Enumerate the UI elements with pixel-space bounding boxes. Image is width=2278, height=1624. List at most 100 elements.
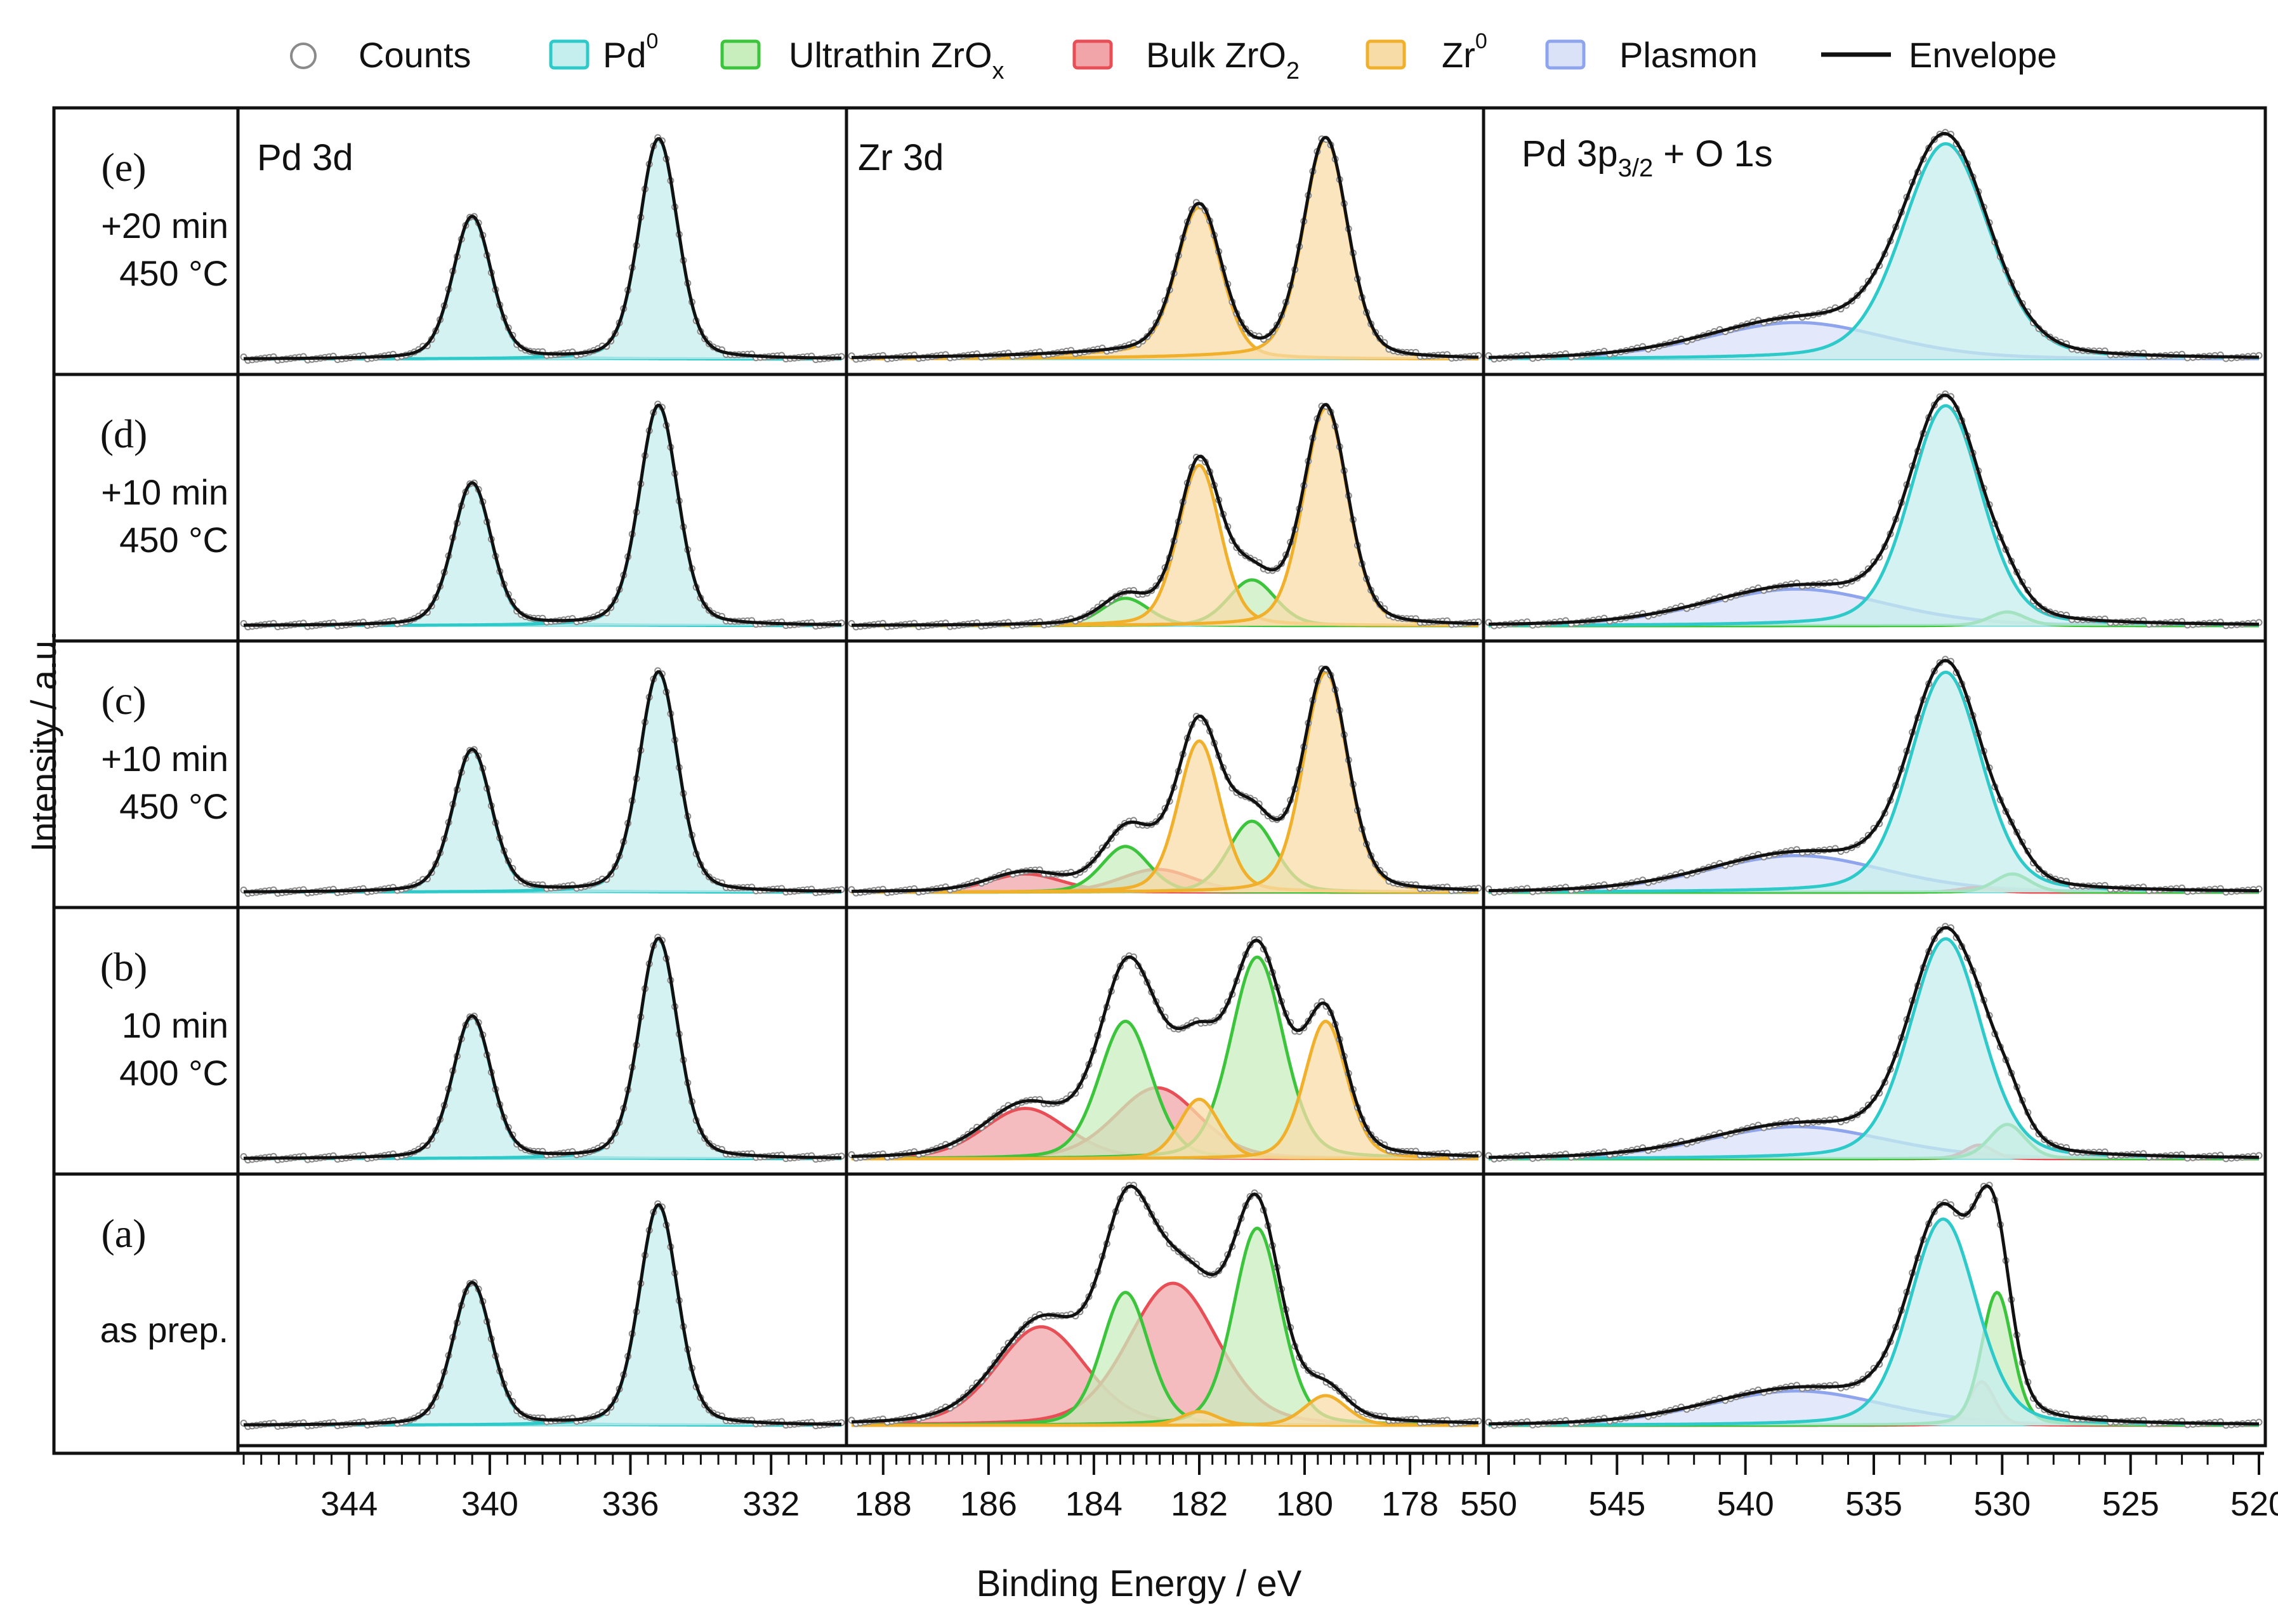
component-fill-pd0	[244, 217, 841, 359]
panel-zr3d-d	[848, 402, 1482, 631]
row-temperature-c: 450 °C	[119, 786, 228, 826]
panel-pd3d-d	[240, 400, 845, 631]
panel-zr3d-a	[848, 1182, 1482, 1427]
component-fill-ultrathin	[852, 1292, 1478, 1425]
component-fill-zr0	[852, 139, 1478, 359]
tick-label: 344	[320, 1485, 378, 1523]
component-line-pd0	[244, 404, 841, 628]
tick-label: 332	[742, 1485, 800, 1523]
panel-pd3d-b	[240, 934, 845, 1164]
legend-ultrathin-swatch	[720, 39, 761, 70]
legend-bulk-label: Bulk ZrO2	[1146, 35, 1300, 84]
legend: Counts Pd0 Ultrathin ZrOx Bulk ZrO2 Zr0 …	[290, 29, 2057, 84]
component-line-zr0	[852, 1019, 1479, 1161]
component-fill-zr0	[852, 672, 1478, 892]
plot-frame	[236, 106, 2267, 1448]
tick-label: 336	[602, 1485, 659, 1523]
component-fill-bulk	[852, 874, 1478, 892]
component-fill-pd0	[1489, 672, 2259, 892]
envelope-line	[1489, 1184, 2259, 1426]
panel-o1s-d	[1485, 390, 2263, 630]
envelope-line	[852, 939, 1478, 1158]
component-fill-pd0	[1489, 939, 2259, 1159]
tick-label: 525	[2102, 1485, 2159, 1523]
component-fill-pd0	[244, 1017, 841, 1159]
legend-pd0-swatch	[549, 39, 589, 70]
component-fill-pd0	[244, 1283, 841, 1425]
legend-counts-label: Counts	[359, 35, 471, 75]
panel-o1s-c	[1485, 656, 2263, 896]
tick-label: 535	[1845, 1485, 1902, 1523]
panel-pd3d-a	[240, 1200, 845, 1430]
tick-label: 186	[960, 1485, 1017, 1523]
tick-label: 184	[1065, 1485, 1123, 1523]
component-line-pd0	[244, 1204, 841, 1427]
component-fill-pd0	[244, 750, 841, 892]
x-axis-o1s: 550 545 540 535 530 525 520	[1460, 1451, 2278, 1523]
tick-label: 340	[461, 1485, 518, 1523]
x-axis-pd3d: 344 340 336 332	[239, 1451, 846, 1523]
region-title-o1s: Pd 3p3/2 + O 1s	[1522, 133, 1773, 182]
row-labels: (e) +20 min 450 °C (d) +10 min 450 °C (c) +10 m…	[100, 145, 228, 1350]
x-axis-zr3d: 188 186 184 182 180 178	[846, 1451, 1484, 1523]
component-fill-pd0	[244, 1205, 841, 1425]
x-axes: 344 340 336 332 188 186 184 182 180 178 550 545 540 5…	[239, 1451, 2278, 1523]
region-title-zr3d: Zr 3d	[858, 137, 944, 178]
tick-label: 180	[1276, 1485, 1333, 1523]
envelope-line	[852, 403, 1478, 627]
legend-ultrathin-label: Ultrathin ZrOx	[789, 35, 1004, 84]
component-fill-bulk	[852, 1283, 1478, 1425]
panel-zr3d-c	[848, 665, 1482, 897]
tick-label: 182	[1171, 1485, 1228, 1523]
row-letter-a: (a)	[101, 1211, 146, 1256]
envelope-line	[243, 937, 841, 1160]
legend-plasmon-swatch	[1545, 39, 1586, 70]
component-fill-zr0	[852, 208, 1478, 359]
component-fill-zr0	[852, 1099, 1478, 1159]
row-separators	[54, 373, 2265, 1176]
component-line-pd0	[244, 937, 841, 1161]
component-line-pd0	[244, 482, 841, 628]
row-condition-b: 10 min	[122, 1005, 228, 1045]
component-line-pd0	[244, 748, 841, 894]
panel-pd3d-e	[240, 134, 845, 364]
panel-zr3d-e	[848, 135, 1482, 363]
tick-label: 188	[855, 1485, 912, 1523]
component-line-pd0	[244, 1015, 841, 1161]
panel-o1s-e	[1485, 129, 2263, 363]
envelope-line	[243, 404, 841, 627]
envelope-line	[1489, 926, 2259, 1159]
component-line-pd0	[1489, 1217, 2259, 1427]
envelope-line	[243, 670, 841, 894]
spectra-panels	[240, 129, 2263, 1430]
envelope-line	[1489, 659, 2259, 893]
tick-label: 520	[2230, 1485, 2278, 1523]
component-line-zr0	[852, 1394, 1478, 1427]
component-fill-zr0	[852, 741, 1478, 892]
panel-o1s-b	[1485, 923, 2263, 1163]
row-condition-d: +10 min	[101, 472, 228, 512]
envelope-line	[851, 1184, 1479, 1425]
tick-label: 530	[1973, 1485, 2031, 1523]
envelope-line	[1489, 131, 2259, 359]
panel-o1s-a	[1485, 1182, 2263, 1429]
component-line-pd0	[244, 1281, 841, 1427]
envelope-line	[243, 137, 841, 360]
component-fill-pd0	[244, 484, 841, 626]
row-letter-d: (d)	[100, 411, 148, 456]
y-axis-label: Intensity / a.u.	[23, 631, 63, 852]
legend-envelope-label: Envelope	[1909, 35, 2057, 75]
legend-bulk-swatch	[1072, 39, 1113, 70]
tick-label: 545	[1588, 1485, 1645, 1523]
tick-label: 178	[1381, 1485, 1439, 1523]
row-condition-e: +20 min	[101, 206, 228, 246]
component-fill-pd0	[244, 406, 841, 626]
component-fill-pd0	[244, 672, 841, 892]
component-fill-pd0	[1489, 406, 2259, 626]
component-fill-pd0	[244, 939, 841, 1159]
row-letter-e: (e)	[101, 145, 146, 190]
row-letter-c: (c)	[101, 678, 146, 723]
component-fill-ultrathin	[852, 1021, 1478, 1159]
region-title-pd3d: Pd 3d	[257, 137, 353, 178]
